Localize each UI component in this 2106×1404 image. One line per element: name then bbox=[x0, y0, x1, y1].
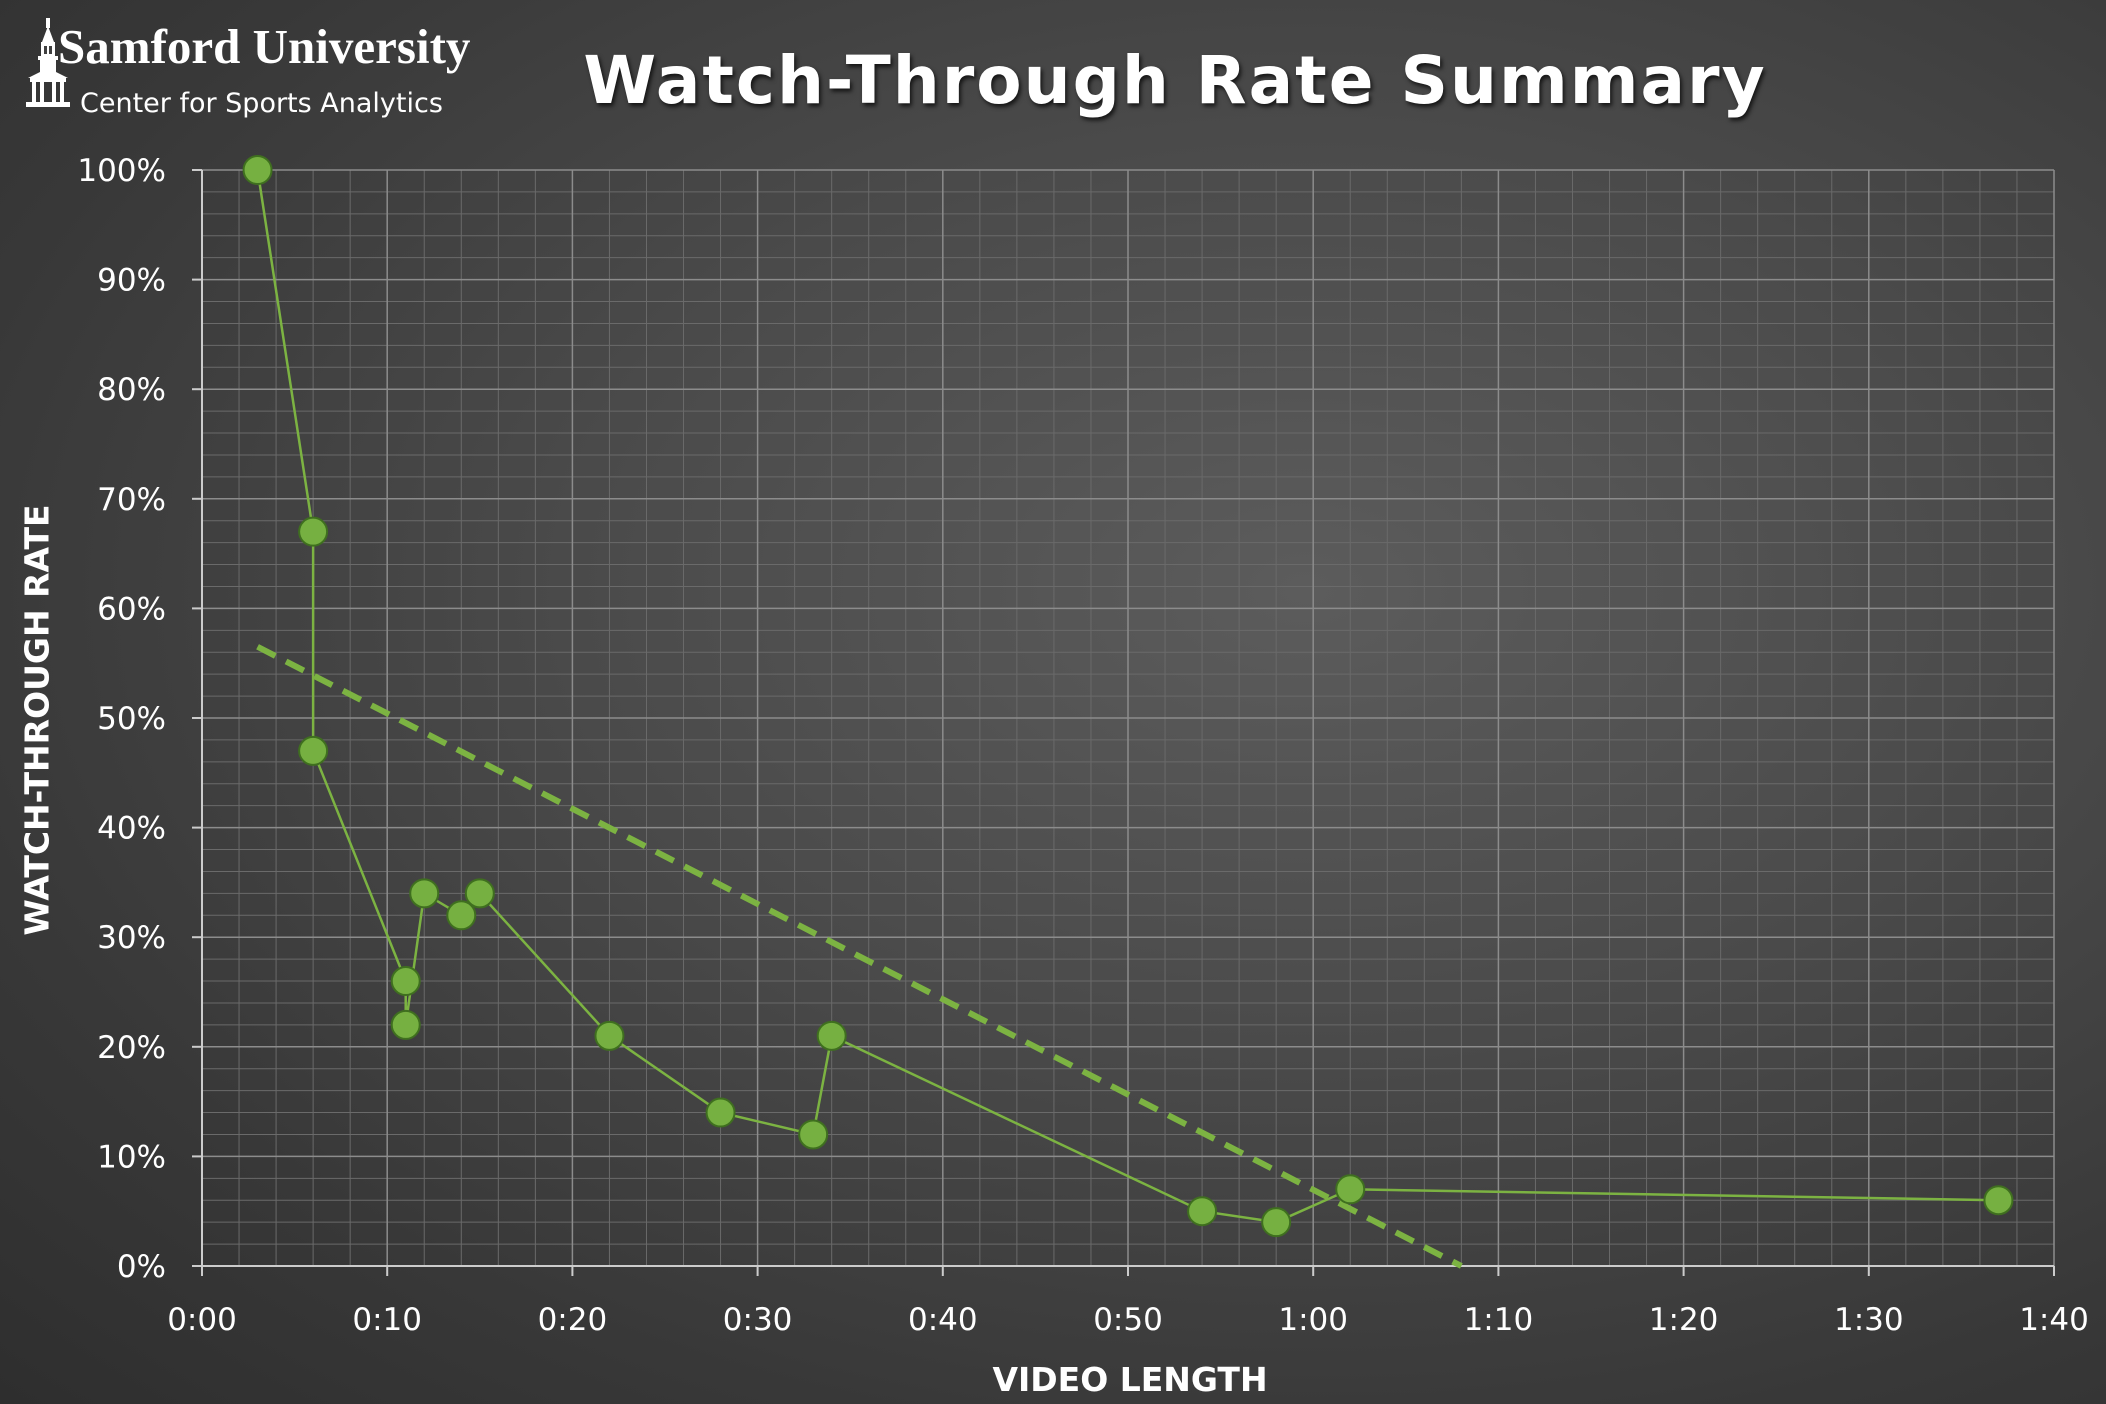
series-line bbox=[256, 169, 1999, 1224]
major-gridlines bbox=[202, 169, 2055, 1266]
x-tick-label: 0:00 bbox=[167, 1302, 237, 1338]
data-point bbox=[798, 1119, 829, 1150]
x-tick-label: 0:30 bbox=[723, 1302, 793, 1338]
data-point bbox=[705, 1097, 736, 1128]
trendline-layer bbox=[256, 644, 1463, 1269]
y-tick-label: 50% bbox=[97, 701, 166, 737]
y-tick-label: 80% bbox=[97, 372, 166, 408]
y-tick-label: 0% bbox=[117, 1249, 166, 1285]
x-tick-label: 0:20 bbox=[538, 1302, 608, 1338]
data-point bbox=[446, 900, 477, 931]
data-point bbox=[464, 878, 495, 909]
y-tick-labels: 0% 10% 20% 30% 40% 50% 60% 70% 80% 90% 100% bbox=[77, 153, 166, 1285]
data-point bbox=[390, 1009, 421, 1040]
data-point bbox=[1983, 1185, 2014, 1216]
trendline bbox=[256, 644, 1463, 1269]
x-axis-label: VIDEO LENGTH bbox=[992, 1360, 1268, 1399]
data-point bbox=[409, 878, 440, 909]
data-point bbox=[1187, 1196, 1218, 1227]
x-tick-labels: 0:00 0:10 0:20 0:30 0:40 0:50 1:00 1:10 1:20 1:30… bbox=[167, 1302, 2089, 1338]
data-point bbox=[594, 1020, 625, 1051]
x-tick-label: 1:10 bbox=[1464, 1302, 1534, 1338]
data-point bbox=[242, 155, 273, 185]
y-axis-label: WATCH-THROUGH RATE bbox=[17, 504, 57, 936]
y-tick-label: 40% bbox=[97, 811, 166, 847]
y-tick-label: 20% bbox=[97, 1030, 166, 1066]
y-tick-label: 30% bbox=[97, 920, 166, 956]
university-chapel-logo-icon bbox=[26, 18, 70, 107]
university-name: Samford University bbox=[58, 19, 471, 74]
data-point bbox=[1335, 1174, 1366, 1205]
x-tick-label: 0:40 bbox=[908, 1302, 978, 1338]
x-tick-label: 1:40 bbox=[2019, 1302, 2089, 1338]
x-tick-label: 0:50 bbox=[1093, 1302, 1163, 1338]
data-point bbox=[298, 735, 329, 766]
y-tick-label: 90% bbox=[97, 263, 166, 299]
series-layer bbox=[242, 155, 2014, 1238]
data-point bbox=[390, 966, 421, 997]
y-tick-label: 70% bbox=[97, 482, 166, 518]
x-tick-label: 0:10 bbox=[352, 1302, 422, 1338]
x-tick-label: 1:00 bbox=[1278, 1302, 1348, 1338]
y-tick-label: 10% bbox=[97, 1139, 166, 1175]
x-tick-label: 1:30 bbox=[1834, 1302, 1904, 1338]
x-tick-label: 1:20 bbox=[1649, 1302, 1719, 1338]
data-point bbox=[298, 516, 329, 547]
y-tick-label: 60% bbox=[97, 591, 166, 627]
chart-axes bbox=[192, 169, 2055, 1276]
y-tick-label: 100% bbox=[77, 153, 166, 189]
data-point bbox=[1261, 1207, 1292, 1238]
chart-title: Watch-Through Rate Summary bbox=[583, 42, 1767, 119]
data-point bbox=[816, 1020, 847, 1051]
center-name: Center for Sports Analytics bbox=[80, 88, 443, 119]
